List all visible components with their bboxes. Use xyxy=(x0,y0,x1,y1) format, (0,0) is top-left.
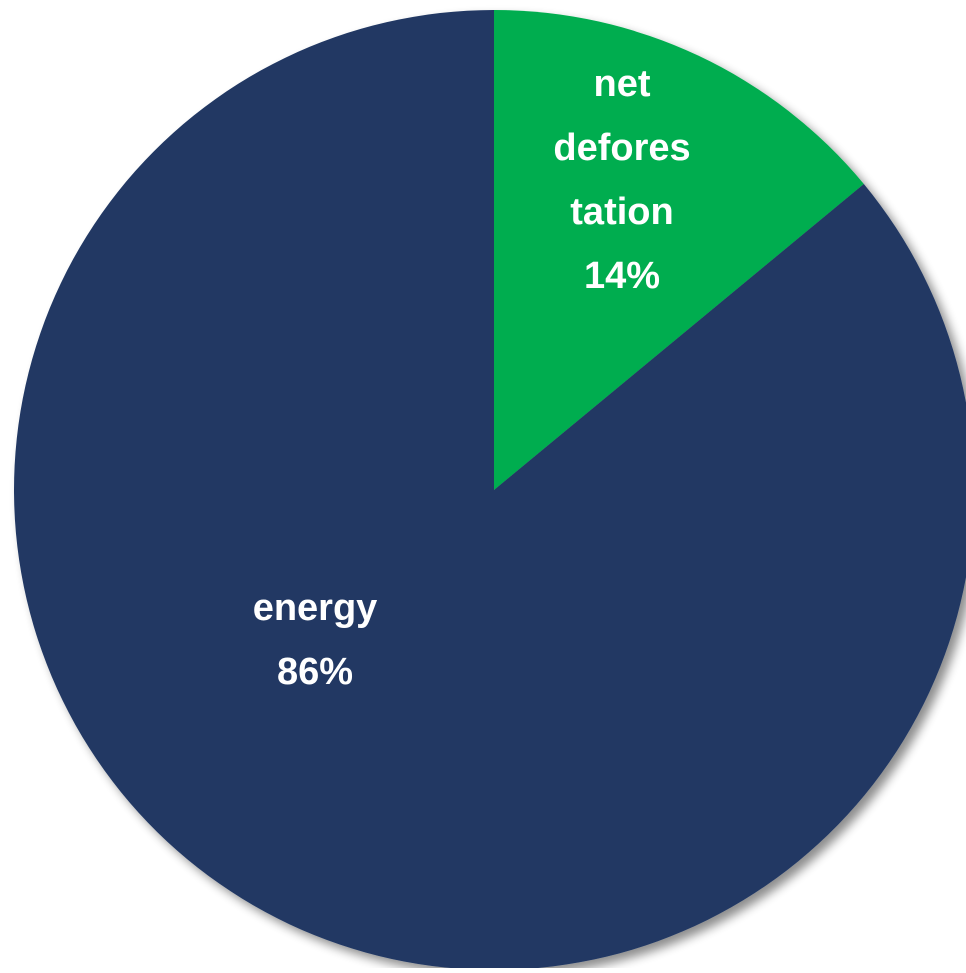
pie-slices xyxy=(14,10,966,970)
pie-slice-label-line: net xyxy=(594,63,651,105)
pie-slice-label-0: net defores tation 14% xyxy=(553,63,690,297)
pie-slice-label-line: 86% xyxy=(277,651,353,693)
pie-slice-label-1: energy 86% xyxy=(253,587,378,693)
pie-slice-1 xyxy=(14,10,966,970)
pie-slice-0 xyxy=(494,10,864,490)
pie-slice-label-line: 14% xyxy=(584,255,660,297)
pie-labels: net defores tation 14% energy 86% xyxy=(253,63,691,693)
pie-slice-label-line: energy xyxy=(253,587,378,629)
pie-slice-label-line: defores xyxy=(553,127,690,169)
pie-slice-label-line: tation xyxy=(570,191,673,233)
